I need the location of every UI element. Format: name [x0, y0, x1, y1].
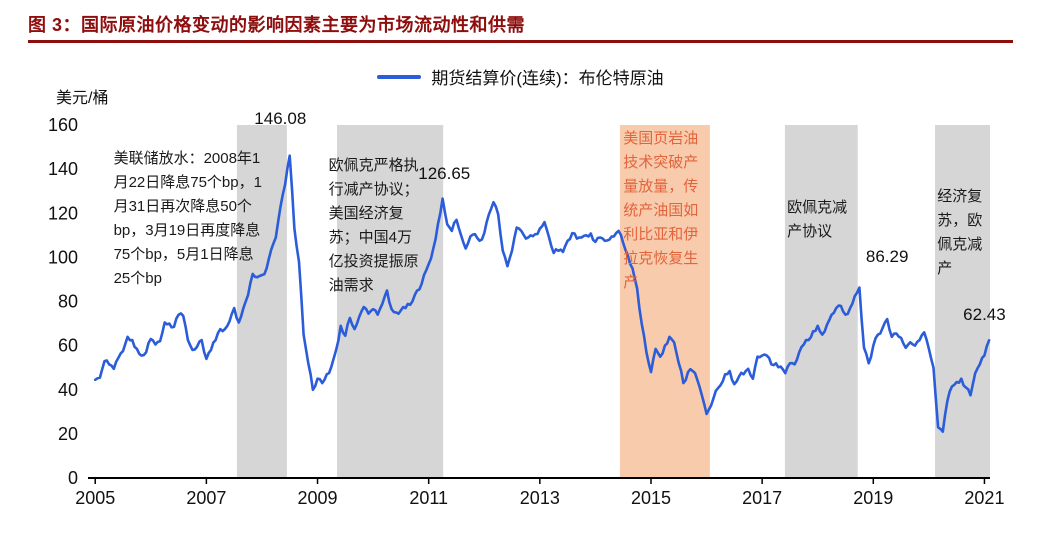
- y-tick-label: 20: [58, 424, 78, 444]
- x-tick-label: 2011: [409, 488, 448, 508]
- legend-label: 期货结算价(连续)：布伦特原油: [431, 69, 664, 88]
- point-label-146.08: 146.08: [254, 109, 307, 129]
- x-tick-label: 2019: [853, 488, 893, 508]
- y-tick-label: 80: [58, 292, 78, 312]
- y-tick-label: 160: [48, 115, 78, 135]
- y-tick-label: 60: [58, 336, 78, 356]
- point-label-86.29: 86.29: [865, 247, 909, 267]
- figure-title: 图 3：国际原油价格变动的影响因素主要为市场流动性和供需: [28, 15, 526, 35]
- x-tick-label: 2021: [964, 488, 1004, 508]
- point-label-62.43: 62.43: [963, 304, 1006, 324]
- annotation-fed-easing: 美联储放水：2008年1月22日降息75个bp，1月31日再次降息50个bp，3…: [113, 150, 262, 288]
- y-tick-label: 140: [48, 159, 78, 179]
- band-2014-2016-shale: [619, 125, 710, 478]
- x-tick-label: 2017: [742, 488, 782, 508]
- annotation-recovery-2020: 经济复苏，欧佩克减产: [937, 187, 983, 277]
- band-2017-2018-opec-cut: [784, 125, 858, 478]
- y-axis-unit-label: 美元/桶: [56, 90, 109, 107]
- y-tick-label: 120: [48, 203, 78, 223]
- y-tick-label: 0: [68, 468, 78, 488]
- x-tick-label: 2013: [520, 488, 560, 508]
- legend-line-swatch: [377, 74, 422, 79]
- price-line: [93, 154, 991, 433]
- legend: 期货结算价(连续)：布伦特原油: [0, 64, 1041, 89]
- x-tick-label: 2009: [298, 488, 338, 508]
- annotation-opec-cut-2009: 欧佩克严格执行减产协议；美国经济复苏；中国4万亿投资提振原油需求: [328, 156, 419, 294]
- point-label-126.65: 126.65: [418, 163, 471, 183]
- annotation-opec-cut-2017: 欧佩克减产协议: [787, 198, 848, 240]
- x-tick-label: 2007: [186, 488, 226, 508]
- annotation-us-shale-breakout: 美国页岩油技术突破产量放量，传统产油国如利比亚和伊拉克恢复生产: [623, 130, 699, 292]
- title-underline: [28, 40, 1013, 43]
- y-tick-label: 40: [58, 380, 78, 400]
- x-tick-label: 2005: [75, 488, 115, 508]
- x-tick-label: 2015: [631, 488, 671, 508]
- y-tick-label: 100: [48, 247, 78, 267]
